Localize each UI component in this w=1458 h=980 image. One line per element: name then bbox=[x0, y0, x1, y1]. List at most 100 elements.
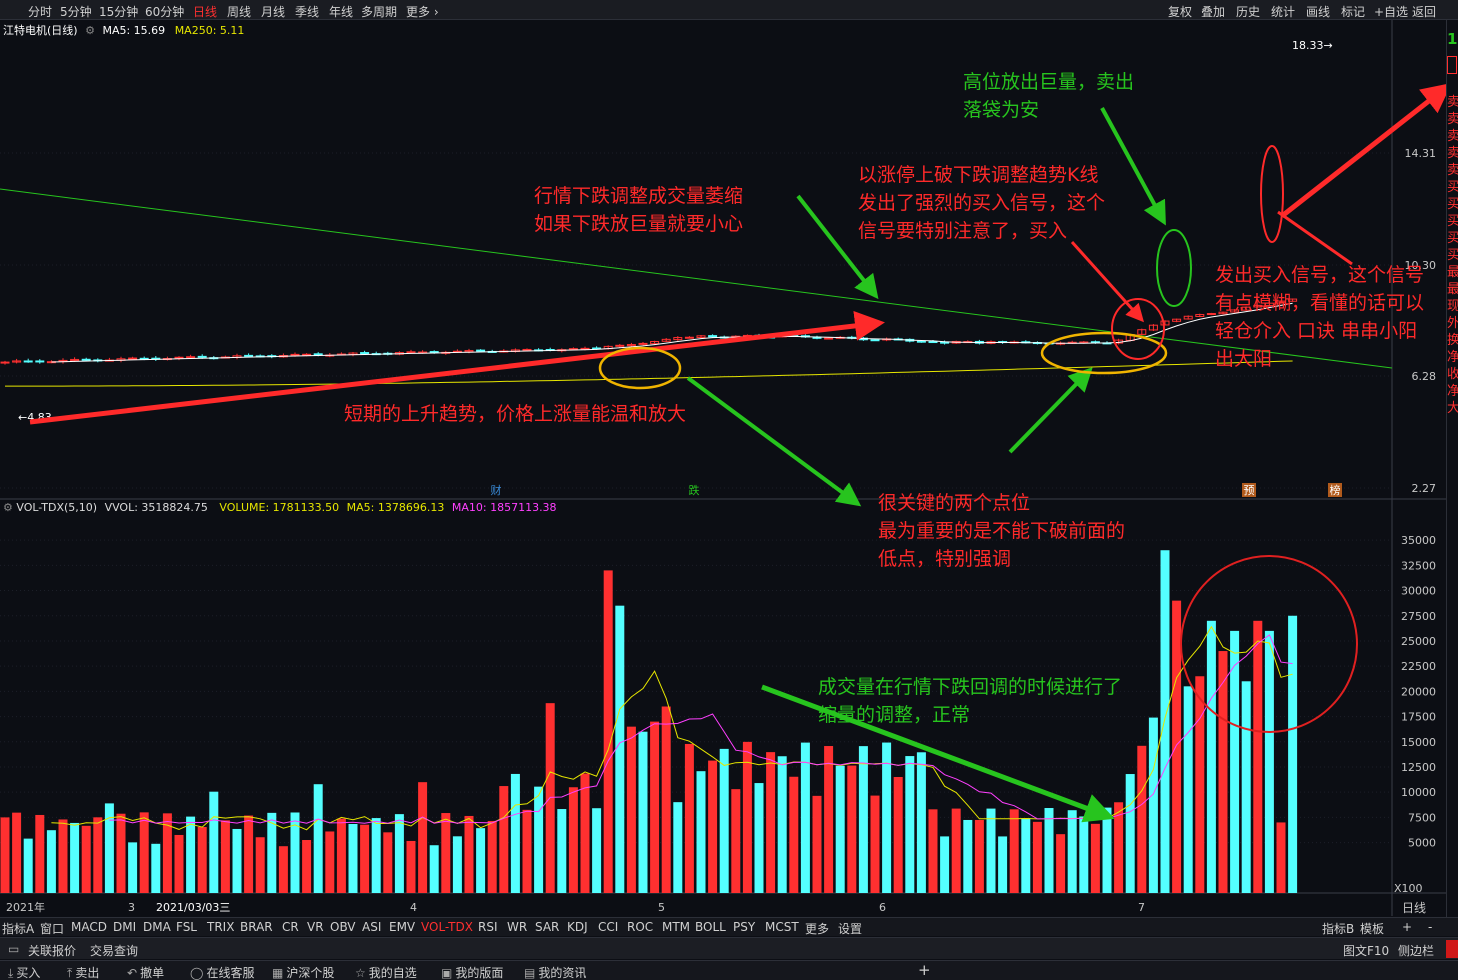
add-icon[interactable]: + bbox=[918, 961, 931, 979]
watchlist-button[interactable]: ☆ 我的自选 bbox=[355, 966, 417, 980]
volume-bar bbox=[383, 832, 393, 893]
indicator-right-3[interactable]: - bbox=[1428, 920, 1433, 934]
back-button[interactable]: 返回 bbox=[1412, 5, 1437, 19]
candle-body bbox=[244, 354, 254, 357]
buy-button[interactable]: ⤓ 买入 bbox=[8, 966, 41, 980]
sell-button[interactable]: ⤒ 卖出 bbox=[67, 966, 100, 980]
volume-bar bbox=[1009, 809, 1019, 893]
indicator-tab-boll[interactable]: BOLL bbox=[695, 920, 726, 934]
news-button[interactable]: ▤ 我的资讯 bbox=[524, 966, 587, 980]
indicator-tab-dma[interactable]: DMA bbox=[143, 920, 171, 934]
volume-bar bbox=[1288, 615, 1298, 893]
mark-button[interactable]: 标记 bbox=[1341, 5, 1366, 19]
f10-button[interactable]: 图文F10 bbox=[1343, 944, 1390, 958]
volume-bar bbox=[1206, 620, 1216, 893]
volume-bar bbox=[244, 815, 254, 893]
indicator-tab-vr[interactable]: VR bbox=[307, 920, 324, 934]
volume-bar bbox=[928, 809, 938, 893]
period-quarterly[interactable]: 季线 bbox=[295, 5, 320, 19]
trade-query-tab[interactable]: 交易查询 bbox=[90, 944, 139, 958]
volume-bar bbox=[302, 840, 312, 893]
indicator-tab-kdj[interactable]: KDJ bbox=[567, 920, 588, 934]
indicator-right-0[interactable]: 指标B bbox=[1322, 922, 1355, 936]
candle-body bbox=[12, 360, 22, 363]
volume-bar bbox=[452, 836, 462, 893]
indicator-tab-mtm[interactable]: MTM bbox=[662, 920, 691, 934]
candle-body bbox=[406, 351, 416, 354]
indicator-tab--[interactable]: 窗口 bbox=[40, 922, 65, 936]
period-toolbar: 分时 5分钟 15分钟 60分钟 日线 周线 月线 季线 年线 多周期 更多 ›… bbox=[0, 0, 1458, 20]
event-marker: 预 bbox=[1244, 484, 1255, 497]
indicator-tab-trix[interactable]: TRIX bbox=[207, 920, 235, 934]
related-quote-tab[interactable]: 关联报价 bbox=[28, 944, 77, 958]
add-watchlist-button[interactable]: +自选 bbox=[1374, 5, 1409, 19]
period-60min[interactable]: 60分钟 bbox=[145, 5, 185, 19]
candle-body bbox=[197, 355, 207, 358]
period-15min[interactable]: 15分钟 bbox=[99, 5, 139, 19]
panel-icon[interactable]: ▭ bbox=[8, 942, 20, 956]
candle-body bbox=[673, 337, 683, 341]
indicator-tab-rsi[interactable]: RSI bbox=[478, 920, 498, 934]
period-weekly[interactable]: 周线 bbox=[227, 5, 252, 19]
stock-chart[interactable]: 14.3110.306.282.273500032500300002750025… bbox=[0, 20, 1446, 916]
period-5min[interactable]: 5分钟 bbox=[60, 5, 92, 19]
volume-bar bbox=[1276, 822, 1286, 893]
indicator-right-1[interactable]: 模板 bbox=[1360, 922, 1385, 936]
volume-bar bbox=[615, 605, 625, 893]
indicator-tab--a[interactable]: 指标A bbox=[2, 922, 35, 936]
sidebar-button[interactable]: 侧边栏 bbox=[1398, 944, 1435, 958]
draw-line-button[interactable]: 画线 bbox=[1306, 5, 1331, 19]
indicator-tab-macd[interactable]: MACD bbox=[71, 920, 107, 934]
stocks-button[interactable]: ▦ 沪深个股 bbox=[272, 966, 335, 980]
period-daily[interactable]: 日线 bbox=[193, 5, 218, 19]
indicator-tab--[interactable]: 设置 bbox=[838, 922, 863, 936]
red-tab-marker[interactable] bbox=[1446, 940, 1458, 958]
indicator-tab-cci[interactable]: CCI bbox=[598, 920, 619, 934]
indicator-tab-vol-tdx[interactable]: VOL-TDX bbox=[421, 920, 473, 934]
period-multi[interactable]: 多周期 bbox=[361, 5, 398, 19]
volume-bar bbox=[684, 743, 694, 893]
overlay-button[interactable]: 叠加 bbox=[1201, 5, 1226, 19]
volume-bar bbox=[1148, 717, 1158, 893]
indicator-tab-emv[interactable]: EMV bbox=[389, 920, 416, 934]
history-button[interactable]: 历史 bbox=[1236, 5, 1261, 19]
fuquan-button[interactable]: 复权 bbox=[1168, 5, 1193, 19]
period-fenshi[interactable]: 分时 bbox=[28, 5, 53, 19]
indicator-tab-roc[interactable]: ROC bbox=[627, 920, 654, 934]
x-axis-label: 2021年 bbox=[6, 900, 45, 914]
indicator-tab-mcst[interactable]: MCST bbox=[765, 920, 799, 934]
volume-bar bbox=[742, 741, 752, 893]
indicator-tab-sar[interactable]: SAR bbox=[535, 920, 560, 934]
volume-bar bbox=[186, 816, 196, 893]
indicator-tab--[interactable]: 更多 bbox=[805, 922, 830, 936]
cancel-order-button[interactable]: ↶ 撤单 bbox=[127, 966, 165, 980]
online-service-button[interactable]: ◯ 在线客服 bbox=[190, 966, 255, 980]
indicator-tab-fsl[interactable]: FSL bbox=[176, 920, 197, 934]
candle-body bbox=[696, 335, 706, 338]
volume-bar bbox=[348, 823, 358, 893]
period-monthly[interactable]: 月线 bbox=[261, 5, 286, 19]
layout-button[interactable]: ▣ 我的版面 bbox=[441, 966, 504, 980]
period-yearly[interactable]: 年线 bbox=[329, 5, 354, 19]
volume-axis-label: 12500 bbox=[1401, 761, 1436, 774]
key-point-arrow-1 bbox=[686, 376, 862, 507]
settings-icon[interactable]: ⚙ bbox=[3, 501, 13, 514]
indicator-right-2[interactable]: + bbox=[1402, 920, 1413, 934]
indicator-tab-dmi[interactable]: DMI bbox=[113, 920, 137, 934]
volume-bar bbox=[290, 812, 300, 893]
indicator-tab-asi[interactable]: ASI bbox=[362, 920, 382, 934]
vvol-value: VVOL: 3518824.75 bbox=[104, 501, 208, 514]
indicator-tab-obv[interactable]: OBV bbox=[330, 920, 356, 934]
stats-button[interactable]: 统计 bbox=[1271, 5, 1296, 19]
volume-bar bbox=[441, 813, 451, 893]
period-more[interactable]: 更多 › bbox=[406, 5, 439, 19]
indicator-tab-cr[interactable]: CR bbox=[282, 920, 299, 934]
indicator-tab-brar[interactable]: BRAR bbox=[240, 920, 273, 934]
side-quote-strip: 1 卖卖卖卖卖买买买买买最最现外换净收净大 bbox=[1446, 20, 1458, 920]
indicator-tab-wr[interactable]: WR bbox=[507, 920, 528, 934]
volume-bar bbox=[1102, 807, 1112, 893]
settings-icon[interactable]: ⚙ bbox=[85, 24, 95, 37]
high-volume-arrow bbox=[1100, 107, 1166, 226]
candle-body bbox=[174, 356, 184, 359]
indicator-tab-psy[interactable]: PSY bbox=[733, 920, 756, 934]
